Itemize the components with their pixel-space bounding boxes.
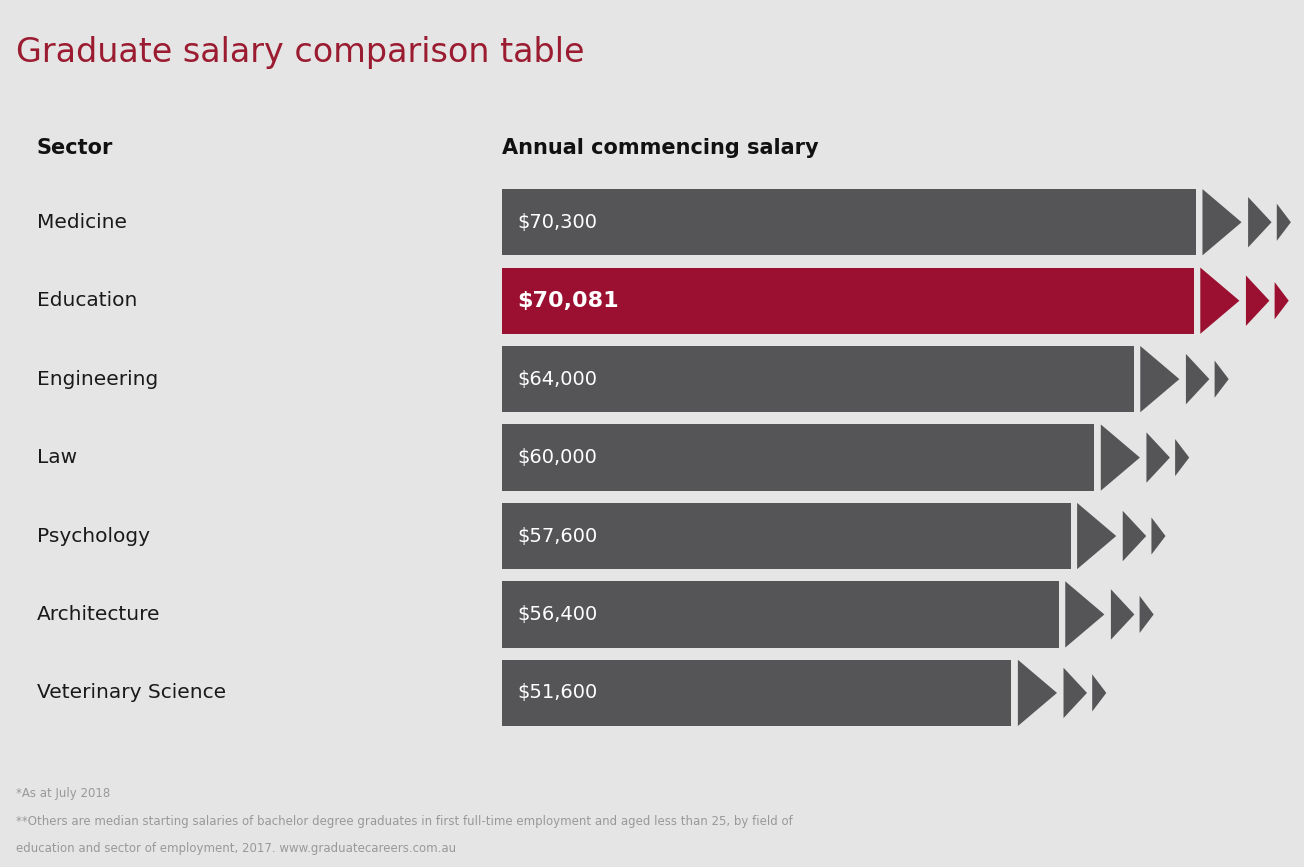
Text: Law: Law <box>37 448 77 467</box>
Polygon shape <box>1140 346 1179 413</box>
Text: **Others are median starting salaries of bachelor degree graduates in first full: **Others are median starting salaries of… <box>16 815 793 828</box>
Text: education and sector of employment, 2017. www.graduatecareers.com.au: education and sector of employment, 2017… <box>16 842 456 855</box>
Text: Veterinary Science: Veterinary Science <box>37 683 226 702</box>
Polygon shape <box>1111 590 1134 640</box>
Polygon shape <box>1123 511 1146 561</box>
Bar <box>502 660 1012 726</box>
Polygon shape <box>1101 425 1140 491</box>
Bar <box>502 503 1071 569</box>
Polygon shape <box>1274 282 1288 319</box>
Polygon shape <box>1093 675 1106 712</box>
Text: Graduate salary comparison table: Graduate salary comparison table <box>16 36 584 69</box>
Polygon shape <box>1175 439 1189 476</box>
Text: $70,081: $70,081 <box>518 290 619 310</box>
Text: Annual commencing salary: Annual commencing salary <box>502 139 819 159</box>
Text: *As at July 2018: *As at July 2018 <box>16 787 110 800</box>
Polygon shape <box>1018 660 1058 726</box>
Text: Sector: Sector <box>37 139 113 159</box>
Polygon shape <box>1248 197 1271 247</box>
Bar <box>502 268 1193 334</box>
Polygon shape <box>1185 354 1209 404</box>
Polygon shape <box>1077 503 1116 569</box>
Polygon shape <box>1245 276 1269 326</box>
Polygon shape <box>1140 596 1154 633</box>
Text: $51,600: $51,600 <box>518 683 599 702</box>
Text: Medicine: Medicine <box>37 212 126 231</box>
Text: Education: Education <box>37 291 137 310</box>
Polygon shape <box>1277 204 1291 241</box>
Bar <box>502 425 1094 491</box>
Polygon shape <box>1146 433 1170 483</box>
Polygon shape <box>1202 189 1241 256</box>
Text: $57,600: $57,600 <box>518 526 599 545</box>
Text: Psychology: Psychology <box>37 526 150 545</box>
Polygon shape <box>1065 582 1104 648</box>
Polygon shape <box>1064 668 1088 718</box>
Text: Engineering: Engineering <box>37 369 158 388</box>
Text: Architecture: Architecture <box>37 605 160 624</box>
Text: $56,400: $56,400 <box>518 605 599 624</box>
Polygon shape <box>1151 518 1166 555</box>
Bar <box>502 582 1059 648</box>
Polygon shape <box>1200 268 1239 334</box>
Polygon shape <box>1214 361 1228 398</box>
Text: $64,000: $64,000 <box>518 369 597 388</box>
Bar <box>502 189 1196 256</box>
Text: $60,000: $60,000 <box>518 448 597 467</box>
Bar <box>502 346 1133 413</box>
Text: $70,300: $70,300 <box>518 212 597 231</box>
